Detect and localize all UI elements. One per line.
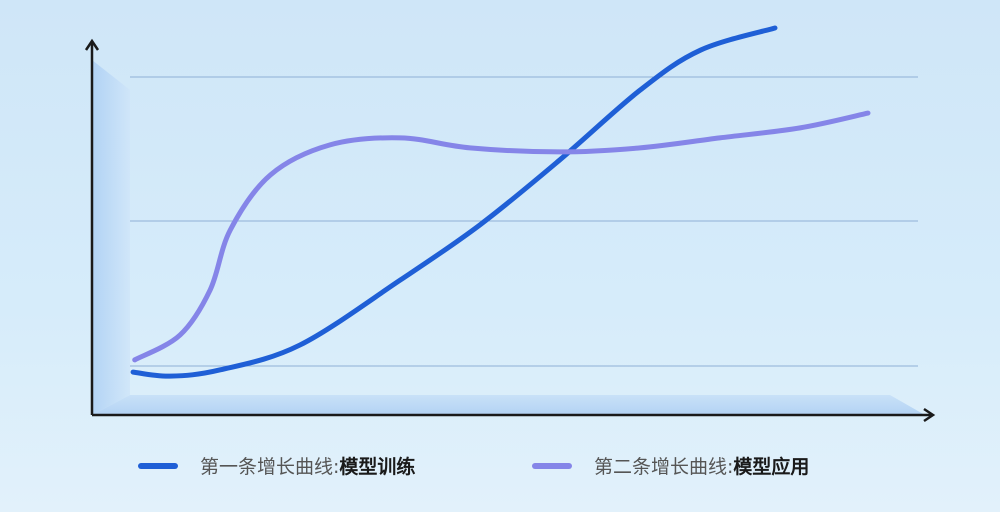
legend-swatch bbox=[532, 462, 572, 469]
x-axis-arrow bbox=[923, 407, 936, 423]
legend-label-bold: 模型训练 bbox=[339, 456, 416, 478]
series-line-2 bbox=[132, 110, 871, 363]
legend-item-series-1: 第一条增长曲线: 模型训练 bbox=[138, 452, 415, 479]
legend-swatch bbox=[138, 462, 178, 469]
legend-label-prefix: 第一条增长曲线: bbox=[200, 456, 340, 478]
series-line-1 bbox=[130, 25, 778, 379]
floor bbox=[92, 395, 925, 415]
legend-item-series-2: 第二条增长曲线: 模型应用 bbox=[532, 452, 809, 479]
legend-label-prefix: 第二条增长曲线: bbox=[594, 456, 734, 478]
legend-label-bold: 模型应用 bbox=[733, 456, 810, 478]
left-wall bbox=[92, 60, 130, 415]
y-axis-arrow bbox=[84, 38, 100, 51]
